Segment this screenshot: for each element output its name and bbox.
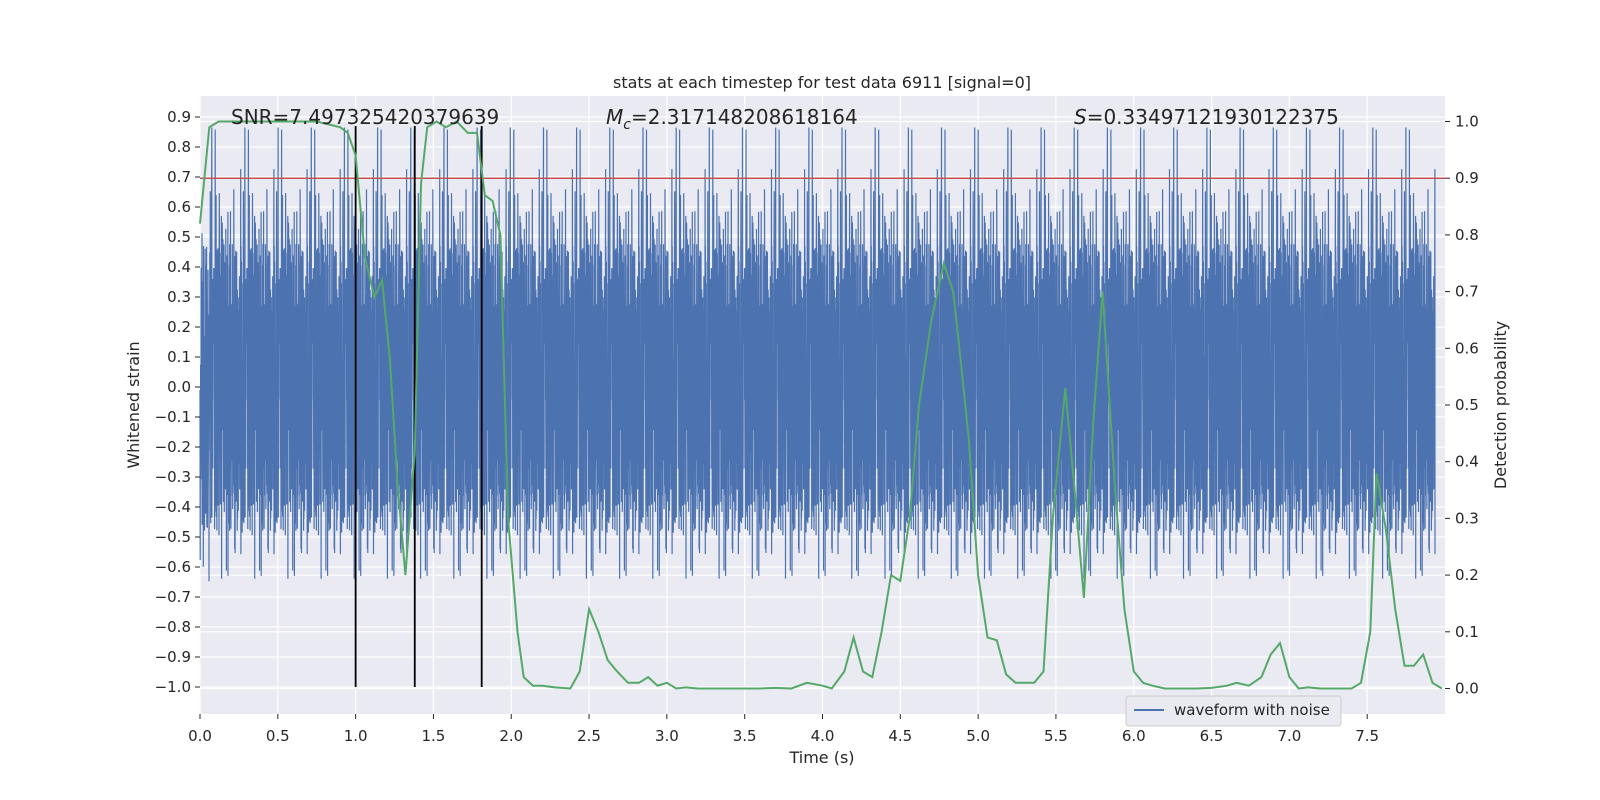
y-right-tick-label: 0.8 — [1455, 226, 1479, 244]
x-tick-label: 5.0 — [966, 727, 990, 745]
y-left-tick-label: 0.6 — [167, 198, 191, 216]
y-left-tick-label: −0.2 — [155, 438, 191, 456]
y-right-tick-label: 1.0 — [1455, 113, 1479, 131]
x-tick-label: 4.5 — [888, 727, 912, 745]
x-tick-label: 7.0 — [1277, 727, 1301, 745]
vertical-markers — [354, 126, 483, 687]
x-tick-label: 5.5 — [1044, 727, 1068, 745]
y-left-tick-label: 0.2 — [167, 318, 191, 336]
mc-symbol: M — [606, 105, 623, 129]
s-symbol: S — [1074, 105, 1087, 129]
s-annotation: S=0.33497121930122375 — [1074, 105, 1339, 129]
s-value: =0.33497121930122375 — [1087, 105, 1339, 129]
y-left-tick-label: 0.4 — [167, 258, 191, 276]
y-right-tick-label: 0.0 — [1455, 679, 1479, 697]
x-axis-ticks: 0.0 0.5 1.0 1.5 2.0 2.5 3.0 3.5 4.0 4.5 5.0 5.5 6.0 6… — [188, 714, 1379, 745]
y-right-tick-label: 0.9 — [1455, 169, 1479, 187]
mc-value: =2.317148208618164 — [631, 105, 858, 129]
y-left-axis-label: Whitened strain — [124, 341, 143, 468]
waveform-trace — [199, 127, 1436, 582]
y-right-tick-label: 0.1 — [1455, 623, 1479, 641]
x-tick-label: 2.0 — [499, 727, 523, 745]
legend-box — [1125, 695, 1342, 727]
y-right-axis-ticks: 1.0 0.9 0.8 0.7 0.6 0.5 0.4 0.3 0.2 0.1 0.0 — [1445, 113, 1479, 697]
x-tick-label: 4.0 — [811, 727, 835, 745]
y-left-tick-label: 0.8 — [167, 138, 191, 156]
legend-label: waveform with noise — [1174, 701, 1330, 719]
x-tick-label: 0.5 — [266, 727, 290, 745]
y-left-tick-label: 0.5 — [167, 228, 191, 246]
y-left-tick-label: −1.0 — [155, 678, 191, 696]
y-left-tick-label: −0.5 — [155, 528, 191, 546]
x-axis-label: Time (s) — [788, 748, 854, 767]
y-right-tick-label: 0.3 — [1455, 509, 1479, 527]
y-left-tick-label: −0.4 — [155, 498, 191, 516]
y-left-tick-label: −0.8 — [155, 618, 191, 636]
waveform-series — [199, 127, 1436, 582]
x-tick-label: 6.0 — [1122, 727, 1146, 745]
y-left-tick-label: −0.9 — [155, 648, 191, 666]
x-tick-label: 1.5 — [422, 727, 446, 745]
y-right-tick-label: 0.4 — [1455, 453, 1479, 471]
y-right-tick-label: 0.7 — [1455, 283, 1479, 301]
y-left-tick-label: −0.6 — [155, 558, 191, 576]
y-left-tick-label: −0.1 — [155, 408, 191, 426]
x-tick-label: 3.5 — [733, 727, 757, 745]
chart-title: stats at each timestep for test data 691… — [613, 73, 1031, 92]
y-left-tick-label: 0.0 — [167, 378, 191, 396]
y-left-tick-label: 0.1 — [167, 348, 191, 366]
x-tick-label: 3.0 — [655, 727, 679, 745]
y-right-tick-label: 0.2 — [1455, 566, 1479, 584]
probability-series — [199, 120, 1443, 690]
snr-annotation: SNR=7.497325420379639 — [231, 105, 499, 129]
y-left-tick-label: −0.7 — [155, 588, 191, 606]
x-tick-label: 1.0 — [344, 727, 368, 745]
legend: waveform with noise — [1125, 695, 1342, 727]
probability-trace — [199, 120, 1443, 690]
y-left-axis-ticks: 0.9 0.8 0.7 0.6 0.5 0.4 0.3 0.2 0.1 0.0 −0.1 −0.2 −0… — [155, 108, 200, 696]
y-left-tick-label: 0.7 — [167, 168, 191, 186]
y-left-tick-label: 0.9 — [167, 108, 191, 126]
y-left-tick-label: −0.3 — [155, 468, 191, 486]
y-left-tick-label: 0.3 — [167, 288, 191, 306]
y-right-axis-label: Detection probability — [1491, 321, 1510, 489]
y-right-tick-label: 0.6 — [1455, 339, 1479, 357]
mc-annotation: Mc=2.317148208618164 — [606, 105, 858, 133]
x-tick-label: 2.5 — [577, 727, 601, 745]
x-tick-label: 7.5 — [1355, 727, 1379, 745]
x-tick-label: 6.5 — [1200, 727, 1224, 745]
x-tick-label: 0.0 — [188, 727, 212, 745]
mc-subscript: c — [623, 117, 631, 133]
y-right-tick-label: 0.5 — [1455, 396, 1479, 414]
